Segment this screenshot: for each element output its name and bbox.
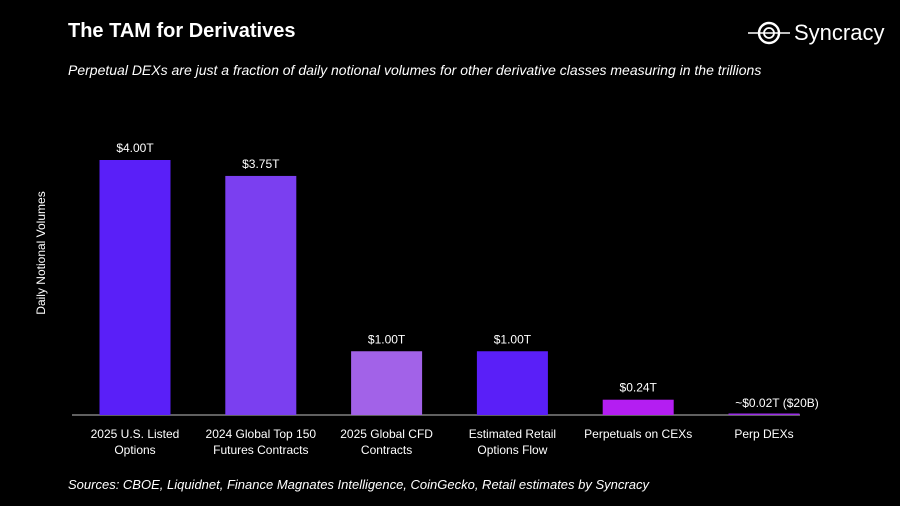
bar (351, 351, 423, 415)
data-label: $1.00T (368, 332, 406, 346)
data-label: $3.75T (242, 157, 280, 171)
page-title: The TAM for Derivatives (68, 20, 296, 42)
x-tick-label: Options (114, 443, 155, 457)
x-tick-label: Estimated Retail (469, 427, 556, 441)
x-tick-label: Options Flow (477, 443, 547, 457)
logo-text: Syncracy (794, 20, 885, 45)
x-tick-label: 2025 U.S. Listed (91, 427, 180, 441)
sources-note: Sources: CBOE, Liquidnet, Finance Magnat… (68, 477, 649, 492)
y-axis-label: Daily Notional Volumes (34, 191, 48, 314)
data-label: ~$0.02T ($20B) (735, 396, 819, 410)
x-tick-label: 2024 Global Top 150 (206, 427, 317, 441)
x-tick-label: Perpetuals on CEXs (584, 427, 692, 441)
x-tick-label: 2025 Global CFD (340, 427, 433, 441)
x-tick-label: Futures Contracts (213, 443, 308, 457)
bar (728, 413, 800, 415)
data-label: $1.00T (494, 332, 532, 346)
data-label: $0.24T (620, 381, 658, 395)
syncracy-logo: Syncracy (748, 20, 884, 46)
logo-icon (748, 21, 790, 45)
bar (225, 175, 297, 415)
x-tick-label: Contracts (361, 443, 412, 457)
bar (476, 351, 548, 415)
data-label: $4.00T (116, 141, 154, 155)
x-tick-label: Perp DEXs (734, 427, 793, 441)
page-subtitle: Perpetual DEXs are just a fraction of da… (68, 62, 762, 78)
bar (99, 160, 171, 415)
bar (602, 399, 674, 415)
